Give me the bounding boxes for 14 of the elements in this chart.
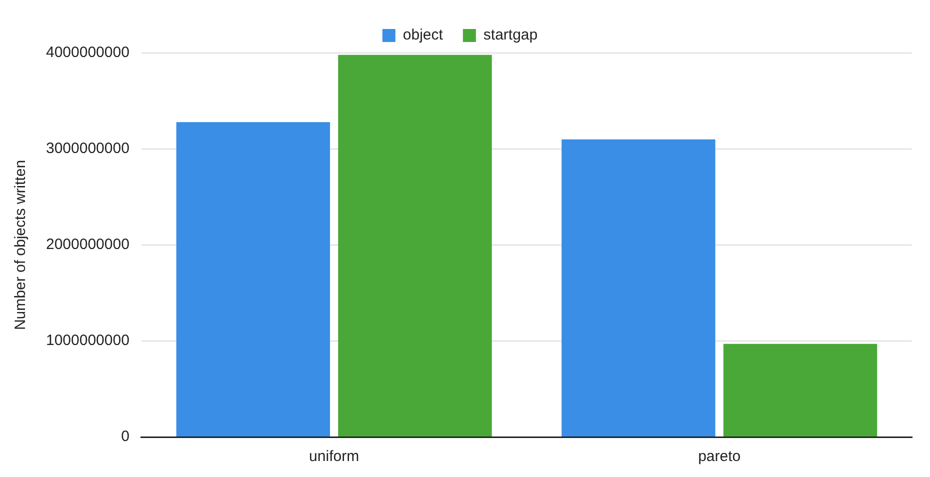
bar	[562, 139, 716, 436]
y-tick-label: 3000000000	[46, 140, 130, 158]
bar	[723, 344, 878, 436]
y-axis-title: Number of objects written	[12, 160, 30, 330]
y-tick-label: 1000000000	[46, 332, 130, 350]
x-tick-label: uniform	[309, 448, 360, 466]
bar	[338, 54, 492, 436]
legend-label: startgap	[483, 26, 538, 44]
bar	[176, 122, 330, 436]
y-tick-label: 0	[121, 428, 130, 446]
y-tick-label: 4000000000	[46, 44, 130, 62]
y-tick-label: 2000000000	[46, 236, 130, 254]
x-tick-label: pareto	[698, 448, 741, 466]
legend-label: object	[402, 26, 444, 44]
